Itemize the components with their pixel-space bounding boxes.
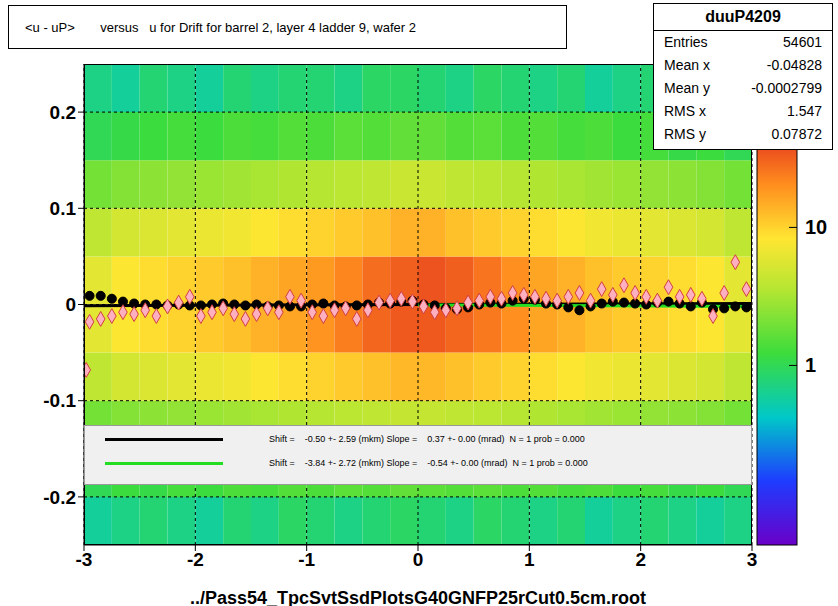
svg-text:0: 0 [413, 549, 424, 570]
html-text:RMS x: RMS x [664, 103, 706, 119]
html-text:Shift = -3.84 +- 2.72 (mkm) Sl: Shift = -3.84 +- 2.72 (mkm) Slope = -0.5… [269, 458, 588, 468]
html-text:0.07872: 0.07872 [771, 126, 822, 142]
svg-text:0.2: 0.2 [50, 102, 76, 123]
html-text:Mean y: Mean y [664, 80, 710, 96]
svg-text:3: 3 [747, 549, 758, 570]
html-text:RMS y: RMS y [664, 126, 706, 142]
svg-text:0.1: 0.1 [50, 198, 77, 219]
html-text:Entries: Entries [664, 34, 708, 50]
svg-text:-3: -3 [76, 549, 93, 570]
svg-text:-0.1: -0.1 [43, 390, 76, 411]
svg-text:-1: -1 [298, 549, 315, 570]
html-text:Shift = -0.50 +- 2.59 (mkm) Sl: Shift = -0.50 +- 2.59 (mkm) Slope = 0.37… [269, 434, 585, 444]
svg-text:1: 1 [805, 354, 816, 376]
html-text:-0.04828: -0.04828 [766, 57, 822, 73]
html-text:54601: 54601 [783, 34, 822, 50]
html-text:Mean x: Mean x [664, 57, 710, 73]
html-text:-0.0002799: -0.0002799 [751, 80, 822, 96]
svg-text:-0.2: -0.2 [43, 487, 76, 508]
svg-text:10: 10 [805, 216, 827, 238]
html-text:<u - uP> versus u for Drift fo: <u - uP> versus u for Drift for barrel 2… [25, 19, 416, 35]
svg-text:0: 0 [65, 294, 76, 315]
svg-text:../Pass54_TpcSvtSsdPlotsG40GNF: ../Pass54_TpcSvtSsdPlotsG40GNFP25rCut0.5… [190, 588, 646, 606]
svg-text:1: 1 [524, 549, 535, 570]
html-text:1.547: 1.547 [787, 103, 822, 119]
svg-text:2: 2 [635, 549, 646, 570]
svg-text:-2: -2 [187, 549, 204, 570]
html-text:duuP4209: duuP4209 [705, 8, 781, 25]
